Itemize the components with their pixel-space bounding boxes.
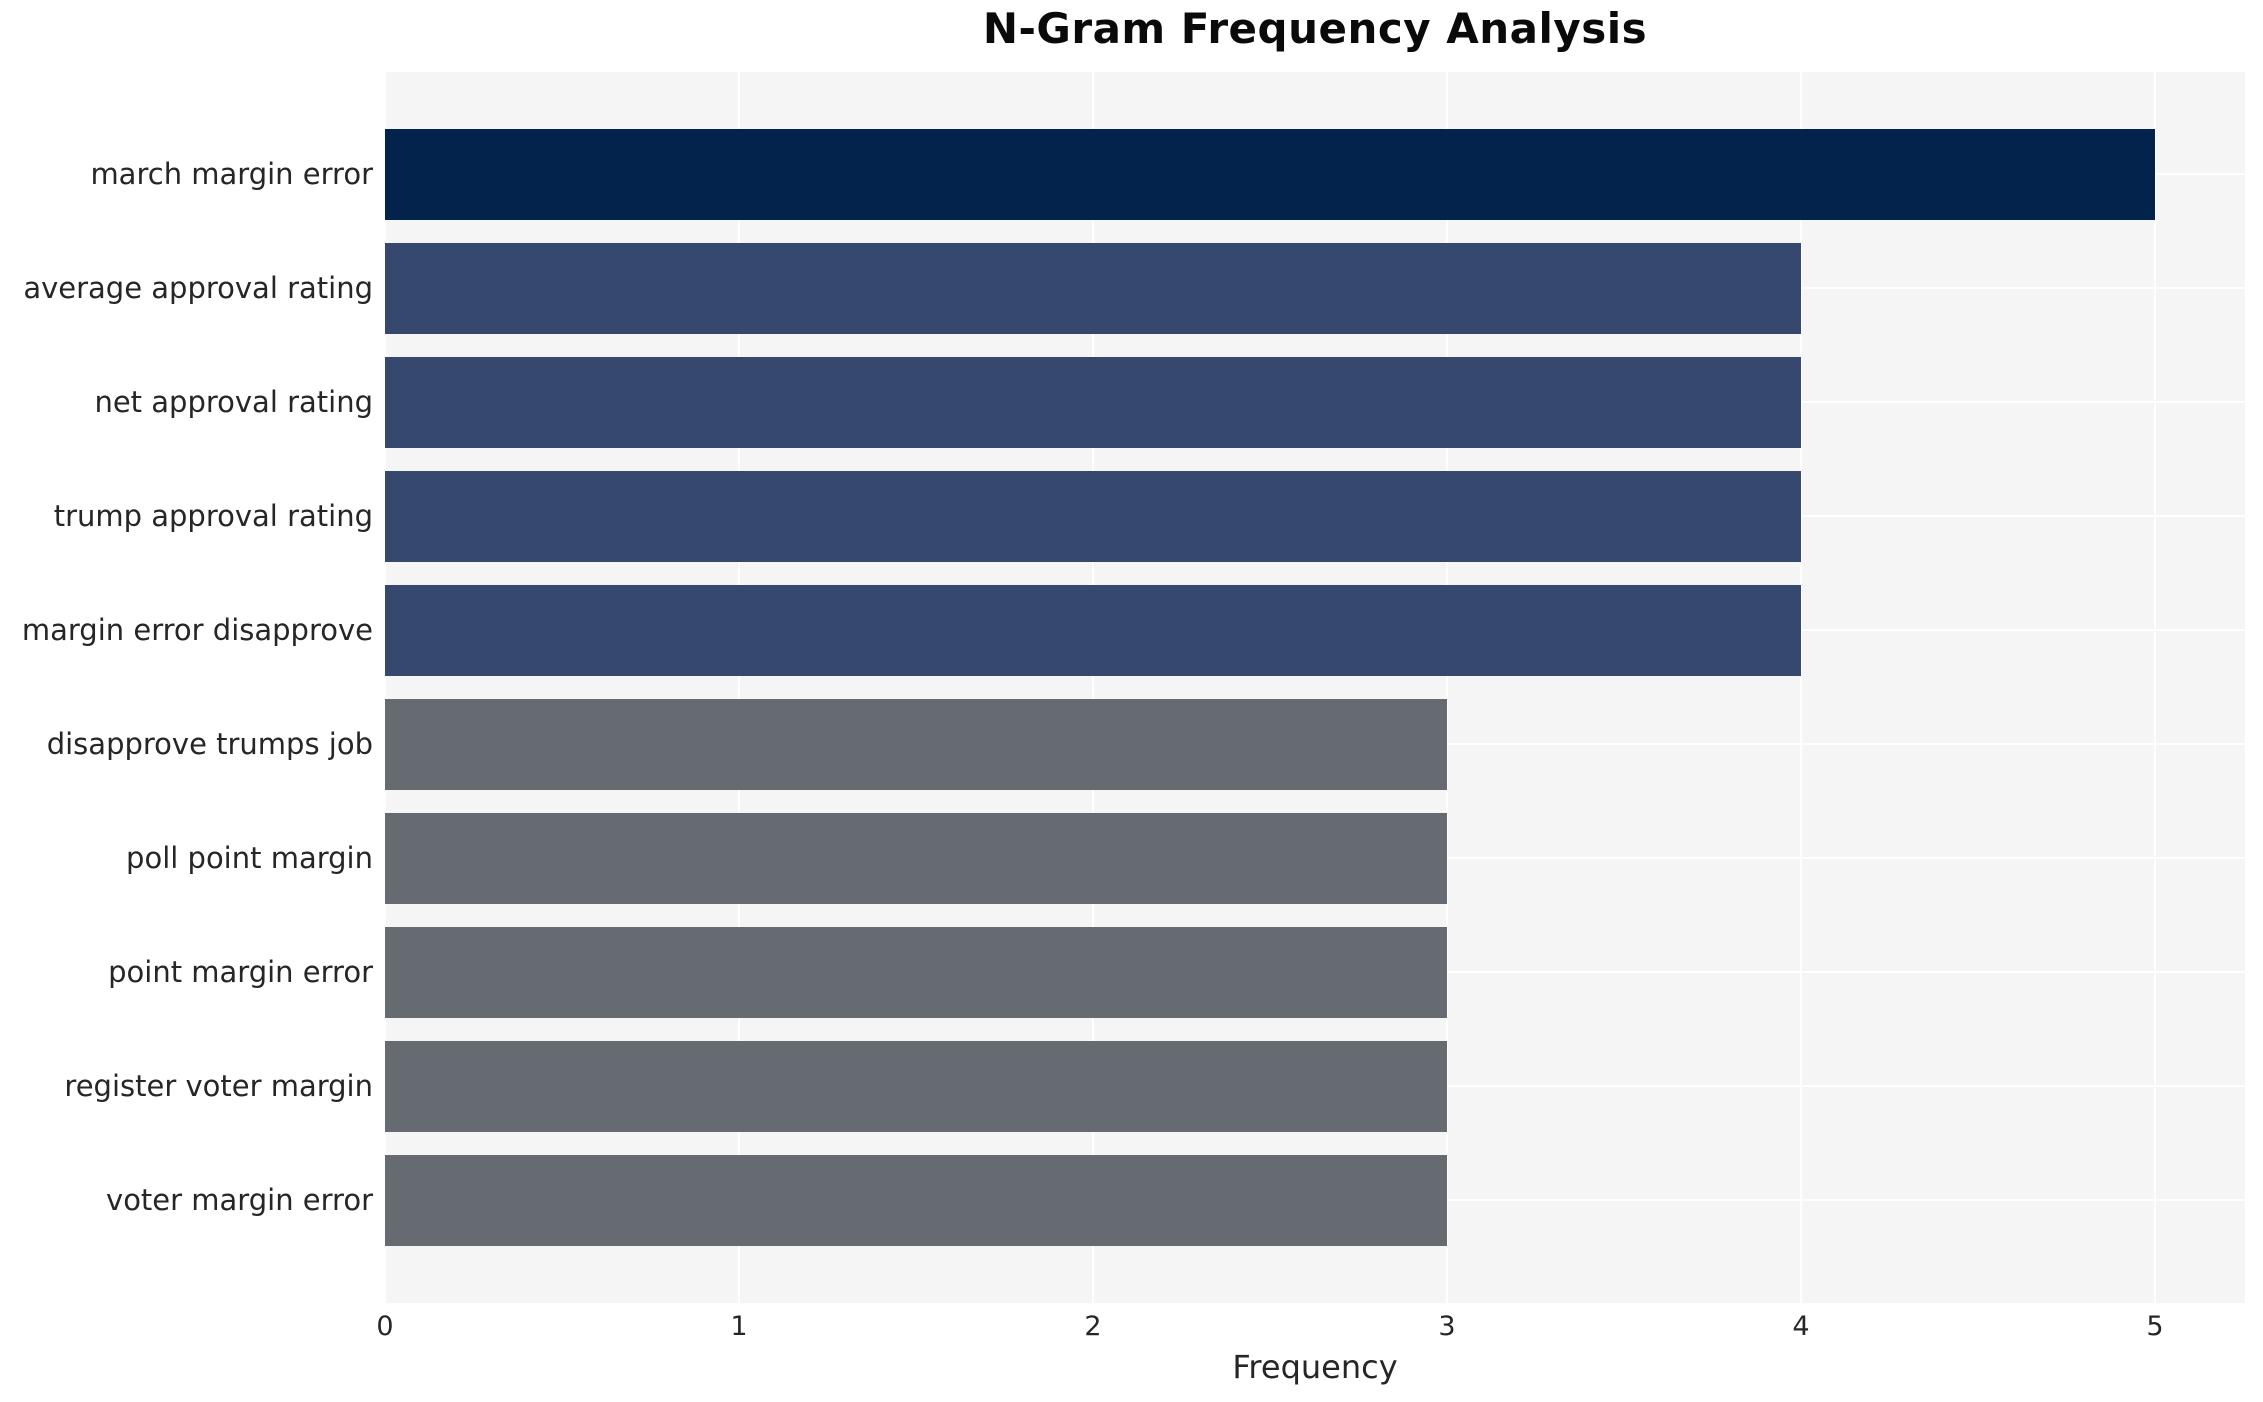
x-tick-label: 2 <box>1084 1311 1102 1342</box>
x-tick-label: 1 <box>730 1311 748 1342</box>
category-label: march margin error <box>90 157 373 191</box>
bar-point-margin-error <box>385 926 1447 1018</box>
category-label: average approval rating <box>23 271 373 305</box>
vertical-gridline <box>1092 72 1094 1303</box>
category-label: point margin error <box>108 955 373 989</box>
bar-disapprove-trumps-job <box>385 698 1447 790</box>
bar-register-voter-margin <box>385 1040 1447 1132</box>
category-label: trump approval rating <box>53 499 373 533</box>
bar-average-approval-rating <box>385 242 1801 334</box>
bar-net-approval-rating <box>385 356 1801 448</box>
bar-trump-approval-rating <box>385 470 1801 562</box>
vertical-gridline <box>1800 72 1802 1303</box>
category-label: disapprove trumps job <box>46 727 373 761</box>
category-label: register voter margin <box>64 1069 373 1103</box>
bar-voter-margin-error <box>385 1154 1447 1246</box>
category-label: poll point margin <box>126 841 373 875</box>
category-label: margin error disapprove <box>21 613 373 647</box>
plot-area <box>384 72 2245 1303</box>
category-label: voter margin error <box>106 1183 373 1217</box>
x-axis-label: Frequency <box>1232 1348 1398 1386</box>
vertical-gridline <box>2154 72 2156 1303</box>
bar-margin-error-disapprove <box>385 584 1801 676</box>
x-tick-label: 0 <box>376 1311 394 1342</box>
vertical-gridline <box>738 72 740 1303</box>
vertical-gridline <box>384 72 386 1303</box>
bar-poll-point-margin <box>385 812 1447 904</box>
chart-title: N-Gram Frequency Analysis <box>982 4 1648 53</box>
category-label: net approval rating <box>94 385 373 419</box>
x-tick-label: 3 <box>1438 1311 1456 1342</box>
vertical-gridline <box>1446 72 1448 1303</box>
bar-march-margin-error <box>385 128 2155 220</box>
x-tick-label: 5 <box>2146 1311 2164 1342</box>
x-tick-label: 4 <box>1792 1311 1810 1342</box>
